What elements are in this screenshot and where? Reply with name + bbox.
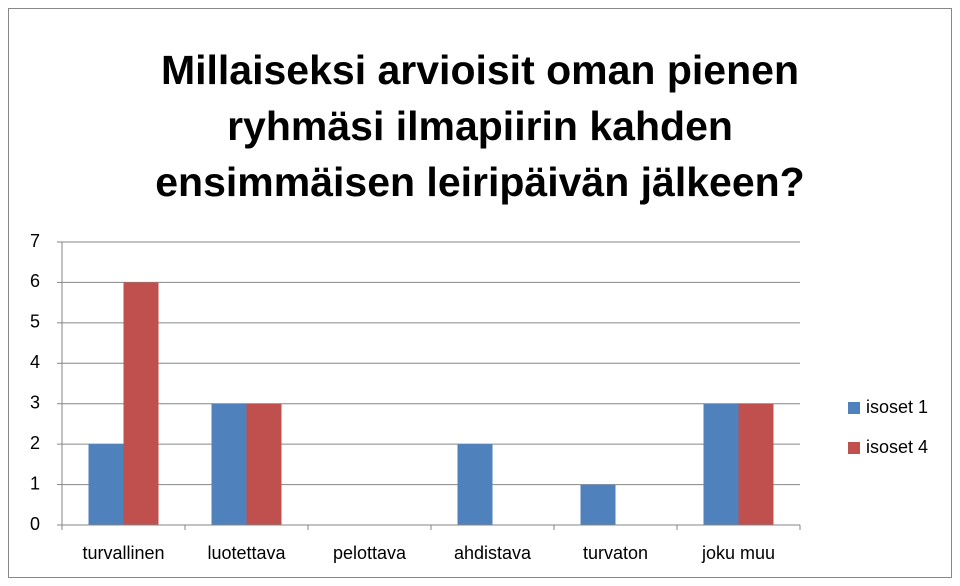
bar xyxy=(457,444,493,525)
bar xyxy=(246,403,282,525)
x-tick-label: luotettava xyxy=(207,543,286,563)
y-tick-label: 0 xyxy=(30,514,40,534)
legend-swatch xyxy=(848,402,860,414)
x-tick-label: turvaton xyxy=(583,543,648,563)
x-tick-label: pelottava xyxy=(333,543,407,563)
bar xyxy=(703,403,739,525)
y-tick-label: 4 xyxy=(30,352,40,372)
x-tick-label: joku muu xyxy=(701,543,775,563)
y-tick-label: 7 xyxy=(30,231,40,251)
y-tick-label: 6 xyxy=(30,271,40,291)
x-tick-label: ahdistava xyxy=(454,543,532,563)
y-tick-label: 3 xyxy=(30,392,40,412)
bar xyxy=(211,403,247,525)
bar xyxy=(88,444,124,525)
y-tick-label: 1 xyxy=(30,473,40,493)
y-tick-label: 5 xyxy=(30,312,40,332)
legend-swatch xyxy=(848,442,860,454)
legend-label: isoset 4 xyxy=(866,437,928,457)
bar xyxy=(580,484,616,525)
legend-label: isoset 1 xyxy=(866,397,928,417)
bar xyxy=(123,282,159,525)
bar xyxy=(738,403,774,525)
x-tick-label: turvallinen xyxy=(82,543,164,563)
chart-title: Millaiseksi arvioisit oman pienen ryhmäs… xyxy=(155,47,805,205)
y-tick-label: 2 xyxy=(30,433,40,453)
